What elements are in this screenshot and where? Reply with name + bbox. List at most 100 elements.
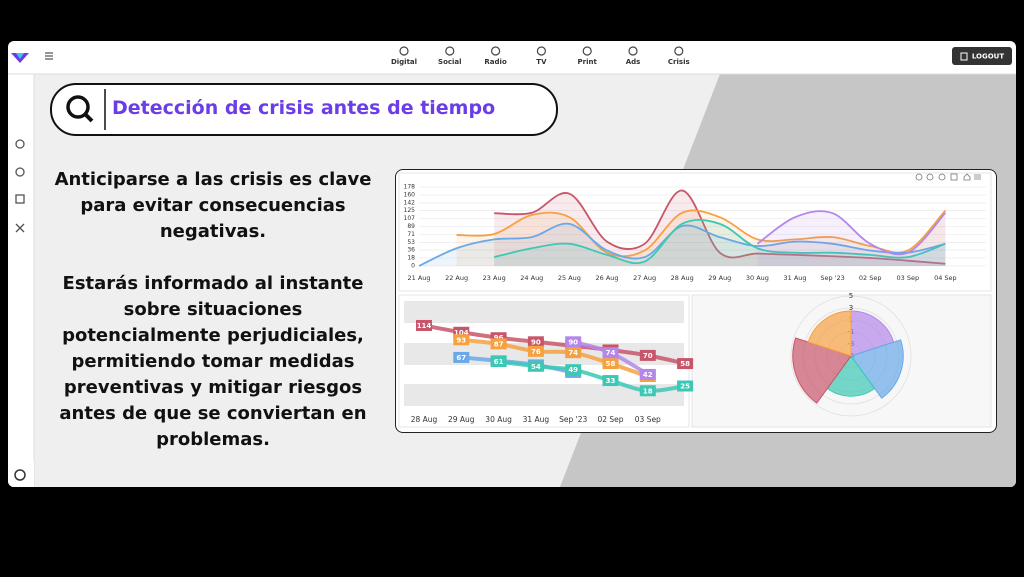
- y-tick-label: 53: [407, 239, 415, 246]
- value-box: [453, 334, 470, 346]
- nav-icon[interactable]: [536, 46, 547, 56]
- value-label: 70: [643, 352, 653, 360]
- value-box: [490, 338, 507, 350]
- r-tick-label: 5: [849, 292, 853, 300]
- row-band: [404, 384, 684, 406]
- search-box: Detección de crisis antes de tiempo: [50, 83, 558, 136]
- area-fill: [494, 190, 946, 266]
- value-label: 42: [643, 371, 653, 379]
- search-icon: [66, 89, 106, 130]
- value-box: [565, 336, 582, 348]
- x-tick-label: 30 Aug: [746, 274, 769, 282]
- area-fill: [757, 211, 946, 266]
- value-label: 33: [606, 377, 616, 385]
- nav-label[interactable]: Print: [578, 58, 598, 66]
- x-tick-label: 03 Sep: [897, 274, 920, 282]
- x-tick-label: 30 Aug: [485, 415, 512, 424]
- user-icon[interactable]: [14, 469, 26, 481]
- value-label: 18: [643, 387, 653, 395]
- polar-sector: [850, 339, 904, 399]
- logout-label[interactable]: LOGOUT: [972, 53, 1005, 61]
- value-label: 114: [417, 322, 432, 330]
- value-label: 67: [456, 354, 466, 362]
- nav-label[interactable]: Crisis: [668, 58, 690, 66]
- nav-label[interactable]: Digital: [391, 58, 417, 66]
- value-box: [527, 336, 544, 348]
- polar-sector: [826, 355, 876, 397]
- value-box: [453, 351, 470, 363]
- value-label: 93: [456, 336, 466, 344]
- value-label: 61: [494, 358, 504, 366]
- value-label: 58: [606, 360, 616, 368]
- value-label: 49: [568, 366, 578, 374]
- row-band: [404, 301, 684, 323]
- nav-icon[interactable]: [491, 46, 501, 56]
- chart-panel: 0 18 36 53 71 89 107 125 142 160 178 21 Aug 22 Aug 23…: [395, 169, 997, 433]
- y-tick-label: 142: [404, 199, 416, 206]
- y-tick-label: 0: [411, 263, 415, 270]
- y-tick-label: 36: [407, 247, 415, 254]
- nav-icon[interactable]: [445, 46, 455, 56]
- menu-icon[interactable]: [45, 52, 53, 60]
- nav-label[interactable]: Social: [438, 58, 462, 66]
- x-tick-label: 31 Aug: [783, 274, 806, 282]
- x-tick-label: 26 Aug: [595, 274, 618, 282]
- nav-icon[interactable]: [674, 46, 684, 56]
- y-tick-label: 18: [407, 255, 415, 262]
- value-label: 74: [568, 349, 578, 357]
- value-label: 87: [494, 340, 504, 348]
- x-tick-label: 04 Sep: [934, 274, 957, 282]
- nav-icon[interactable]: [582, 46, 592, 56]
- logout-icon: [960, 52, 968, 61]
- value-box: [565, 347, 582, 359]
- nav-label[interactable]: Ads: [626, 58, 641, 66]
- value-box: [602, 358, 619, 370]
- nav: Digital Social Radio TV Print Ads Crisis: [391, 46, 690, 66]
- x-tick-label: 02 Sep: [597, 415, 623, 424]
- series-line: [456, 209, 947, 258]
- value-box: [639, 349, 656, 361]
- x-tick-label: 23 Aug: [483, 274, 506, 282]
- value-box: [602, 347, 619, 359]
- y-tick-label: 71: [407, 231, 415, 238]
- x-tick-label: 21 Aug: [407, 274, 430, 282]
- y-tick-label: 178: [404, 184, 416, 191]
- value-label: 96: [494, 334, 504, 342]
- series-line: [756, 210, 947, 256]
- polar-sector: [807, 310, 852, 357]
- value-label: 76: [531, 348, 541, 356]
- nav-label[interactable]: Radio: [484, 58, 507, 66]
- value-box: [527, 360, 544, 372]
- x-tick-label: 03 Sep: [635, 415, 661, 424]
- paragraph: Anticiparse a las crisis es clave para e…: [54, 169, 372, 242]
- value-label: 104: [454, 329, 469, 337]
- series-line: [493, 219, 946, 265]
- value-box: [527, 345, 544, 357]
- value-box: [677, 380, 694, 392]
- x-tick-label: 27 Aug: [633, 274, 656, 282]
- x-tick-label: 22 Aug: [445, 274, 468, 282]
- nav-label[interactable]: TV: [536, 58, 547, 66]
- value-label: 58: [680, 360, 690, 368]
- nav-icon[interactable]: [399, 46, 409, 56]
- x-tick-label: 28 Aug: [411, 415, 438, 424]
- value-box: [416, 319, 432, 331]
- series-line: [494, 189, 946, 265]
- x-tick-label: 29 Aug: [708, 274, 731, 282]
- x-tick-label: 25 Aug: [558, 274, 581, 282]
- value-label: 74: [606, 349, 616, 357]
- toolbar[interactable]: [915, 173, 981, 181]
- x-tick-label: 28 Aug: [671, 274, 694, 282]
- polar-sector: [792, 337, 852, 404]
- value-box: [602, 375, 619, 387]
- sidebar-icons[interactable]: [15, 139, 25, 233]
- paragraph: Estarás informado al instante sobre situ…: [59, 273, 367, 450]
- x-tick-label: Sep '23: [559, 415, 587, 424]
- value-label: 25: [680, 383, 690, 391]
- value-label: 90: [531, 338, 541, 346]
- nav-icon[interactable]: [628, 46, 638, 56]
- value-box: [453, 326, 470, 338]
- value-box: [639, 385, 656, 397]
